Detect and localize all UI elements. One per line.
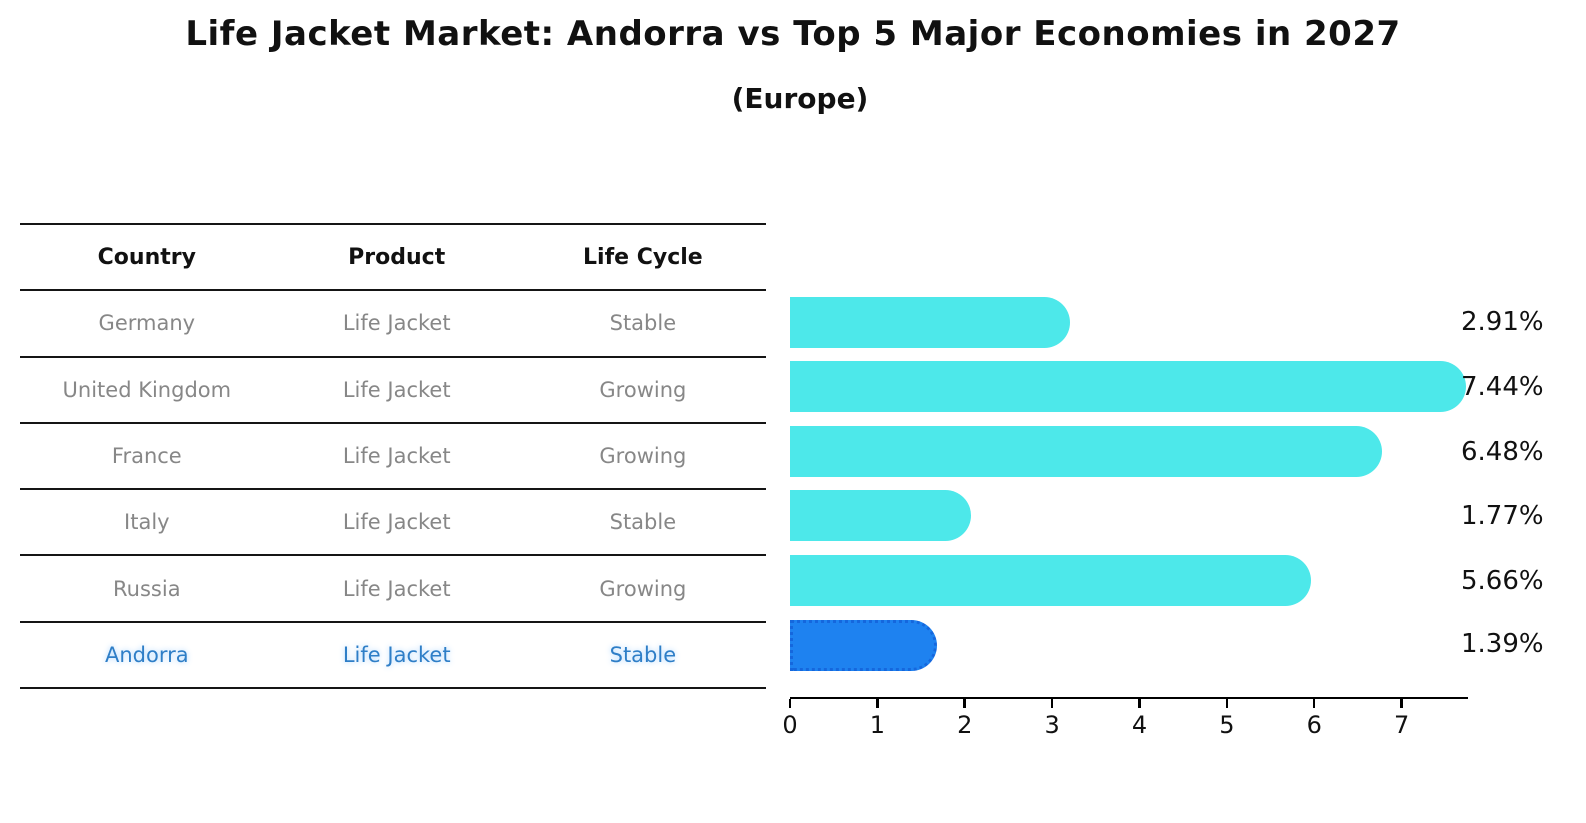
- cell-product: Life Jacket: [342, 642, 451, 667]
- x-axis-tick-label: 1: [869, 711, 885, 739]
- value-label-italy: 1.77%: [1461, 501, 1544, 531]
- x-axis-tick: [1312, 699, 1316, 708]
- table-row: France Life Jacket Growing: [20, 424, 766, 491]
- value-label-andorra: 1.39%: [1461, 629, 1544, 659]
- cell-life-cycle: Stable: [609, 642, 677, 667]
- cell-life-cycle: Growing: [599, 576, 687, 601]
- cell-life-cycle: Stable: [609, 311, 677, 336]
- bar-russia: [790, 555, 1311, 606]
- column-header-country: Country: [97, 244, 196, 270]
- cell-product: Life Jacket: [342, 311, 451, 336]
- x-axis-tick-label: 5: [1219, 711, 1235, 739]
- table-row: Germany Life Jacket Stable: [20, 291, 766, 358]
- bar-germany: [790, 297, 1071, 348]
- bar-andorra-highlighted: [790, 620, 938, 671]
- x-axis-tick-label: 7: [1393, 711, 1410, 739]
- table-header-row: Country Product Life Cycle: [20, 225, 766, 292]
- x-axis-tick: [1225, 699, 1229, 708]
- table-row: United Kingdom Life Jacket Growing: [20, 358, 766, 424]
- cell-life-cycle: Stable: [609, 510, 677, 535]
- cell-country: Italy: [124, 510, 170, 535]
- x-axis-tick-label: 6: [1306, 711, 1322, 739]
- value-label-germany: 2.91%: [1461, 307, 1544, 337]
- x-axis-tick: [876, 699, 879, 708]
- column-header-life-cycle: Life Cycle: [583, 244, 703, 270]
- cell-country: Andorra: [105, 642, 189, 667]
- bar-united-kingdom: [790, 361, 1467, 412]
- table-row: Italy Life Jacket Stable: [20, 490, 766, 557]
- x-axis-tick: [788, 699, 792, 708]
- x-axis-tick-label: 4: [1131, 711, 1148, 739]
- cell-product: Life Jacket: [342, 510, 451, 535]
- value-label-united-kingdom: 7.44%: [1461, 372, 1544, 402]
- column-header-product: Product: [348, 244, 446, 270]
- cell-product: Life Jacket: [342, 444, 451, 469]
- x-axis-tick-label: 2: [957, 711, 973, 739]
- x-axis-tick: [1050, 699, 1054, 708]
- chart-subtitle: (Europe): [731, 82, 869, 115]
- x-axis-line: [790, 697, 1468, 699]
- cell-country: Russia: [113, 576, 181, 601]
- table-row-andorra-highlight: Andorra Life Jacket Stable: [20, 623, 766, 690]
- country-info-table: Country Product Life Cycle Germany Life …: [20, 223, 766, 690]
- x-axis-tick: [963, 699, 966, 708]
- cell-product: Life Jacket: [342, 377, 451, 402]
- cell-country: United Kingdom: [62, 377, 232, 402]
- cell-life-cycle: Growing: [599, 377, 687, 402]
- cell-life-cycle: Growing: [599, 444, 687, 469]
- chart-title: Life Jacket Market: Andorra vs Top 5 Maj…: [185, 14, 1401, 54]
- x-axis-tick: [1400, 699, 1403, 708]
- cell-country: Germany: [98, 311, 196, 336]
- x-axis-tick: [1138, 699, 1141, 708]
- cell-product: Life Jacket: [342, 576, 451, 601]
- table-row: Russia Life Jacket Growing: [20, 556, 766, 623]
- bar-france: [790, 426, 1383, 477]
- x-axis-tick-label: 0: [782, 711, 798, 739]
- bar-italy: [790, 490, 971, 541]
- x-axis-tick-label: 3: [1044, 711, 1060, 739]
- value-label-russia: 5.66%: [1461, 566, 1544, 596]
- value-label-france: 6.48%: [1461, 437, 1544, 467]
- cell-country: France: [111, 444, 182, 469]
